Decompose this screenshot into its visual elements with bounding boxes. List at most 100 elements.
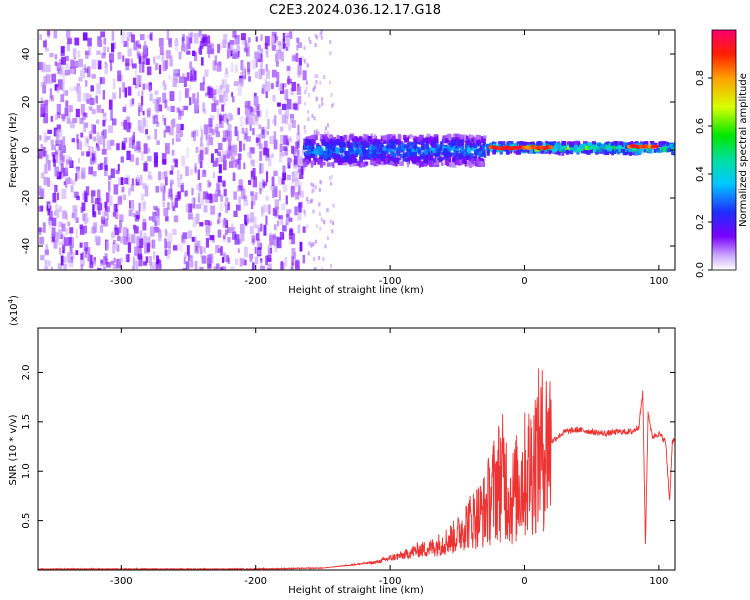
- band-cell: [436, 144, 441, 148]
- band-cell: [334, 154, 338, 159]
- band-cell: [385, 149, 389, 154]
- noise-cell: [218, 89, 223, 95]
- noise-cell: [271, 69, 277, 78]
- noise-cell: [152, 99, 158, 104]
- band-cell: [433, 137, 437, 143]
- noise-cell: [265, 91, 268, 98]
- band-cell: [309, 157, 311, 162]
- noise-cell: [145, 58, 150, 65]
- noise-cell: [222, 90, 226, 97]
- noise-cell: [295, 52, 299, 62]
- noise-cell: [87, 253, 91, 262]
- noise-cell: [143, 232, 147, 243]
- band-cell: [555, 144, 558, 148]
- noise-cell: [227, 130, 232, 141]
- band-cell: [364, 142, 368, 149]
- band-cell: [472, 142, 475, 146]
- noise-cell: [180, 123, 184, 130]
- svg-text:(x104): (x104): [7, 295, 20, 326]
- band-cell: [343, 134, 348, 141]
- band-cell: [629, 148, 633, 152]
- noise-cell: [92, 204, 95, 216]
- band-cell: [319, 154, 323, 161]
- band-cell: [322, 135, 325, 140]
- noise-cell: [139, 230, 143, 239]
- noise-cell: [324, 244, 327, 249]
- noise-cell: [104, 210, 107, 216]
- noise-cell: [230, 226, 236, 234]
- noise-cell: [120, 121, 124, 127]
- noise-cell: [321, 101, 324, 106]
- noise-cell: [244, 246, 248, 258]
- noise-cell: [68, 237, 72, 246]
- noise-cell: [194, 129, 199, 137]
- band-cell: [366, 142, 369, 148]
- noise-cell: [159, 46, 164, 55]
- band-cell: [427, 152, 431, 157]
- band-cell: [425, 145, 430, 149]
- noise-cell: [111, 118, 117, 126]
- noise-cell: [289, 118, 294, 124]
- band-cell: [325, 135, 328, 142]
- noise-cell: [178, 109, 182, 120]
- peak-cell: [653, 144, 659, 149]
- noise-cell: [59, 65, 65, 76]
- noise-cell: [40, 81, 45, 87]
- noise-cell: [276, 71, 280, 83]
- noise-cell: [197, 193, 201, 203]
- noise-cell: [102, 138, 106, 149]
- noise-cell: [43, 177, 48, 186]
- band-cell: [407, 148, 411, 153]
- band-cell: [335, 147, 339, 152]
- noise-cell: [306, 224, 309, 229]
- noise-cell: [186, 147, 190, 159]
- noise-cell: [223, 218, 227, 226]
- noise-cell: [217, 175, 222, 183]
- noise-cell: [255, 115, 259, 122]
- band-cell: [444, 135, 448, 140]
- noise-cell: [288, 217, 293, 222]
- band-cell: [402, 155, 407, 162]
- noise-cell: [194, 163, 197, 174]
- band-cell: [464, 138, 469, 143]
- noise-cell: [56, 62, 62, 71]
- noise-cell: [58, 221, 63, 228]
- band-cell: [378, 155, 381, 160]
- noise-cell: [154, 114, 159, 124]
- noise-cell: [106, 261, 111, 268]
- noise-cell: [49, 219, 52, 228]
- noise-cell: [69, 87, 74, 92]
- band-cell: [308, 146, 314, 152]
- noise-cell: [199, 222, 204, 227]
- noise-cell: [191, 198, 195, 204]
- noise-cell: [243, 162, 246, 170]
- noise-cell: [83, 92, 87, 102]
- noise-cell: [132, 77, 137, 85]
- noise-cell: [225, 68, 228, 75]
- noise-cell: [255, 71, 258, 79]
- band-cell: [653, 149, 657, 153]
- noise-cell: [256, 239, 261, 247]
- band-cell: [623, 142, 627, 146]
- noise-cell: [318, 212, 321, 216]
- noise-cell: [138, 203, 141, 212]
- band-cell: [371, 153, 374, 158]
- noise-cell: [312, 87, 315, 92]
- noise-cell: [192, 93, 196, 104]
- noise-cell: [282, 43, 288, 48]
- noise-cell: [51, 236, 55, 242]
- noise-cell: [249, 226, 254, 235]
- noise-cell: [146, 242, 151, 252]
- noise-cell: [77, 86, 82, 94]
- noise-cell: [163, 207, 169, 217]
- noise-cell: [319, 179, 322, 184]
- noise-cell: [287, 137, 293, 142]
- noise-cell: [304, 90, 307, 95]
- noise-cell: [201, 255, 207, 264]
- band-cell: [314, 150, 319, 156]
- band-cell: [434, 160, 439, 166]
- noise-cell: [245, 115, 250, 125]
- band-cell: [463, 149, 466, 154]
- band-cell: [470, 153, 473, 158]
- noise-cell: [40, 205, 44, 212]
